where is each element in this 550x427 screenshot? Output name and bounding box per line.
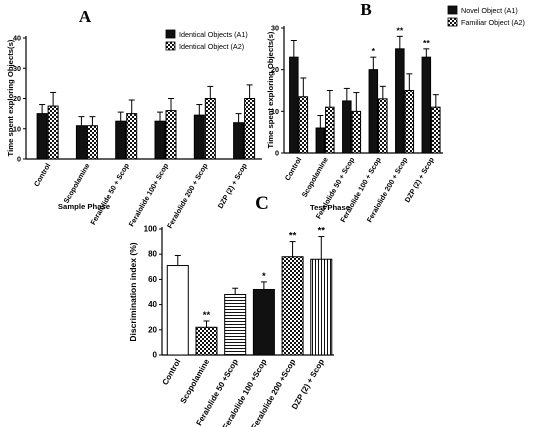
legend-label: Novel Object (A1) (461, 6, 518, 15)
y-tick-label: 20 (148, 325, 157, 334)
y-tick-label: 30 (13, 64, 21, 73)
bar (298, 96, 309, 154)
y-tick-label: 0 (153, 351, 158, 360)
legend-swatch (165, 29, 176, 39)
legend-swatch (165, 41, 176, 51)
legend-swatch (447, 17, 458, 27)
bar (431, 106, 441, 154)
x-tick-label: Control (161, 358, 183, 387)
bar (351, 110, 362, 154)
x-tick-label: Feralolide 200 + Scop (165, 161, 210, 230)
bar (204, 98, 216, 160)
bar (195, 326, 218, 356)
y-tick-label: 20 (13, 94, 21, 103)
bar (368, 69, 379, 154)
legend-label: Identical Object (A2) (179, 42, 244, 51)
bar (421, 56, 432, 154)
bar (310, 258, 333, 356)
y-tick-label: 0 (17, 155, 21, 164)
bar (224, 294, 247, 356)
significance-marker: ** (318, 226, 326, 237)
bar (36, 113, 48, 160)
bar (47, 105, 59, 160)
y-axis-label: Time spent exploring Objects(s) (266, 31, 275, 148)
bar (289, 56, 299, 154)
x-axis-label: Sample Phase (58, 202, 111, 211)
bar (193, 114, 205, 160)
significance-marker: ** (423, 38, 430, 48)
significance-marker: * (372, 46, 376, 56)
x-tick-label: Scopolamine (179, 357, 212, 405)
panel-letter: A (79, 7, 92, 26)
y-axis-label: Discrimination index (%) (128, 242, 138, 341)
bar (395, 48, 405, 154)
x-tick-label: DZP (2) + Scop (216, 161, 249, 210)
y-tick-label: 80 (148, 250, 157, 259)
y-tick-label: 10 (271, 107, 279, 116)
bar (154, 120, 166, 160)
bar (342, 100, 352, 154)
panel-c-chart: C 0 20 40 60 80 100 Discrimination index (%) Con… (128, 193, 334, 427)
y-tick-label: 100 (144, 225, 158, 234)
bar (325, 106, 335, 154)
significance-marker: ** (396, 25, 403, 35)
y-tick-label: 40 (148, 300, 157, 309)
y-tick-label: 0 (275, 149, 279, 158)
x-tick-label: Control (32, 162, 53, 189)
x-tick-label: Scopolamine (300, 155, 330, 198)
panel-letter: B (360, 0, 371, 19)
legend-label: Identical Objects (A1) (179, 30, 248, 39)
significance-marker: ** (289, 231, 297, 242)
bar (281, 256, 304, 356)
bar (252, 288, 275, 356)
significance-marker: * (262, 271, 266, 282)
bar (75, 125, 87, 160)
y-tick-label: 60 (148, 275, 157, 284)
y-tick-label: 40 (13, 34, 21, 43)
legend-swatch (447, 5, 458, 15)
significance-marker: ** (203, 310, 211, 321)
bar (115, 120, 127, 160)
bar (233, 122, 245, 160)
bar (165, 110, 177, 160)
bar (404, 90, 415, 154)
y-axis-label: Time spent exploring Objects(s) (6, 39, 15, 156)
x-axis-label: Test Phase (310, 203, 351, 212)
x-tick-label: Scopolamine (61, 161, 91, 204)
bar (378, 98, 388, 154)
x-tick-label: Control (283, 156, 304, 183)
bar (86, 125, 98, 160)
bar (166, 265, 189, 356)
bar (315, 127, 326, 154)
bar (126, 113, 138, 160)
x-tick-label: DZP (2) + Scop (290, 357, 326, 411)
x-tick-label: Feralolide 50 + Scop (88, 161, 131, 226)
y-tick-label: 20 (271, 65, 279, 74)
legend-label: Familiar Object (A2) (461, 18, 525, 27)
x-tick-label: Feralolide 100+ Scop (127, 161, 171, 228)
panel-letter: C (255, 193, 269, 214)
bar (244, 98, 256, 160)
y-tick-label: 30 (271, 24, 279, 33)
y-tick-label: 10 (13, 124, 21, 133)
